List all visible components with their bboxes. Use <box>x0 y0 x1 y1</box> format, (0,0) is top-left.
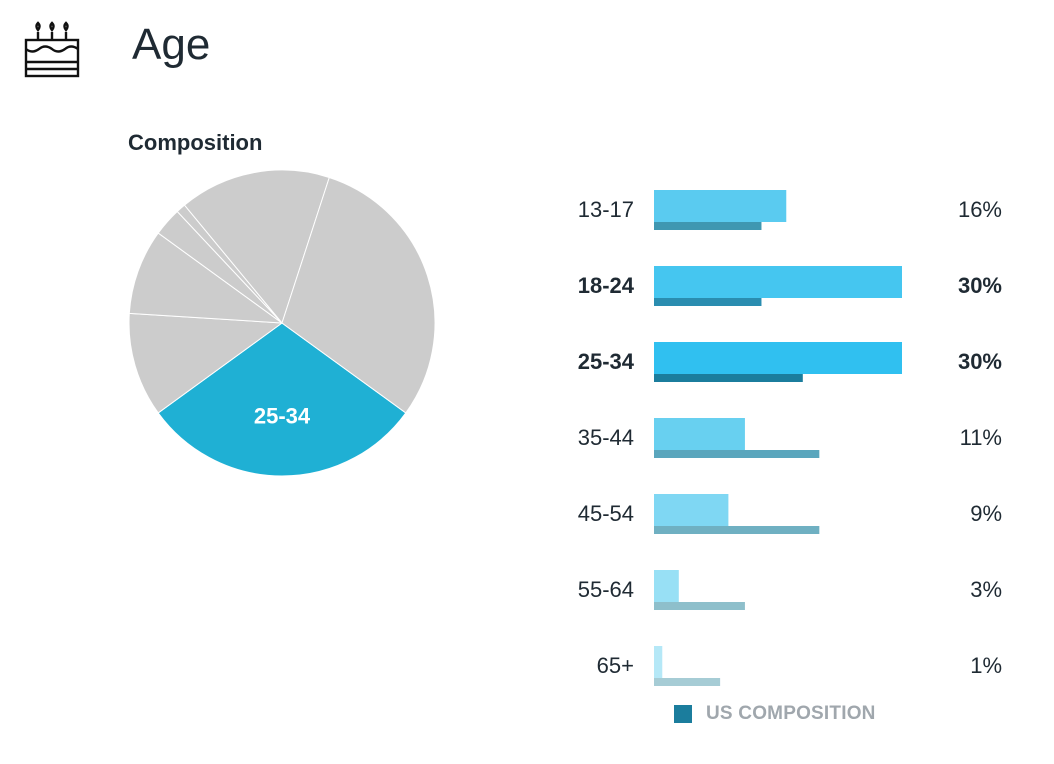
category-label: 25-34 <box>578 349 635 374</box>
category-label: 13-17 <box>578 197 634 222</box>
legend-swatch <box>674 705 692 723</box>
category-label: 18-24 <box>578 273 635 298</box>
bar-65+ <box>654 646 663 678</box>
us-bar-18-24 <box>654 298 762 306</box>
us-bar-65+ <box>654 678 721 686</box>
page-title: Age <box>132 20 211 69</box>
value-label: 3% <box>970 577 1002 602</box>
pie-slice-25-34 <box>157 322 407 477</box>
category-label: 35-44 <box>578 425 634 450</box>
value-label: 30% <box>958 273 1002 298</box>
bar-35-44 <box>654 418 745 450</box>
category-label: 65+ <box>597 653 634 678</box>
section-header: Age <box>22 18 210 82</box>
value-label: 30% <box>958 349 1002 374</box>
value-label: 16% <box>958 197 1002 222</box>
value-label: 9% <box>970 501 1002 526</box>
pie-slice-35-44 <box>128 312 284 414</box>
bar-13-17 <box>654 190 787 222</box>
us-bar-35-44 <box>654 450 820 458</box>
bar-18-24 <box>654 266 902 298</box>
legend: US COMPOSITION <box>674 703 876 725</box>
bar-45-54 <box>654 494 729 526</box>
category-label: 55-64 <box>578 577 634 602</box>
us-bar-25-34 <box>654 374 803 382</box>
pie-slice-45-54 <box>128 232 284 324</box>
pie-slice-label: 25-34 <box>254 404 311 429</box>
age-pie-chart: 25-34 <box>128 169 436 477</box>
category-label: 45-54 <box>578 501 634 526</box>
bar-55-64 <box>654 570 679 602</box>
age-bar-chart: 13-17 16% 18-24 30% 25-34 30% 35-44 11% 45-54 9% 5… <box>578 190 1002 686</box>
us-bar-55-64 <box>654 602 745 610</box>
birthday-cake-icon <box>24 21 80 78</box>
value-label: 1% <box>970 653 1002 678</box>
us-bar-45-54 <box>654 526 820 534</box>
value-label: 11% <box>960 425 1002 450</box>
legend-label: US COMPOSITION <box>706 703 876 724</box>
bar-25-34 <box>654 342 902 374</box>
pie-slice-18-24 <box>281 176 436 414</box>
us-bar-13-17 <box>654 222 762 230</box>
composition-title: Composition <box>128 130 263 155</box>
pie-slice-13-17 <box>183 169 330 325</box>
